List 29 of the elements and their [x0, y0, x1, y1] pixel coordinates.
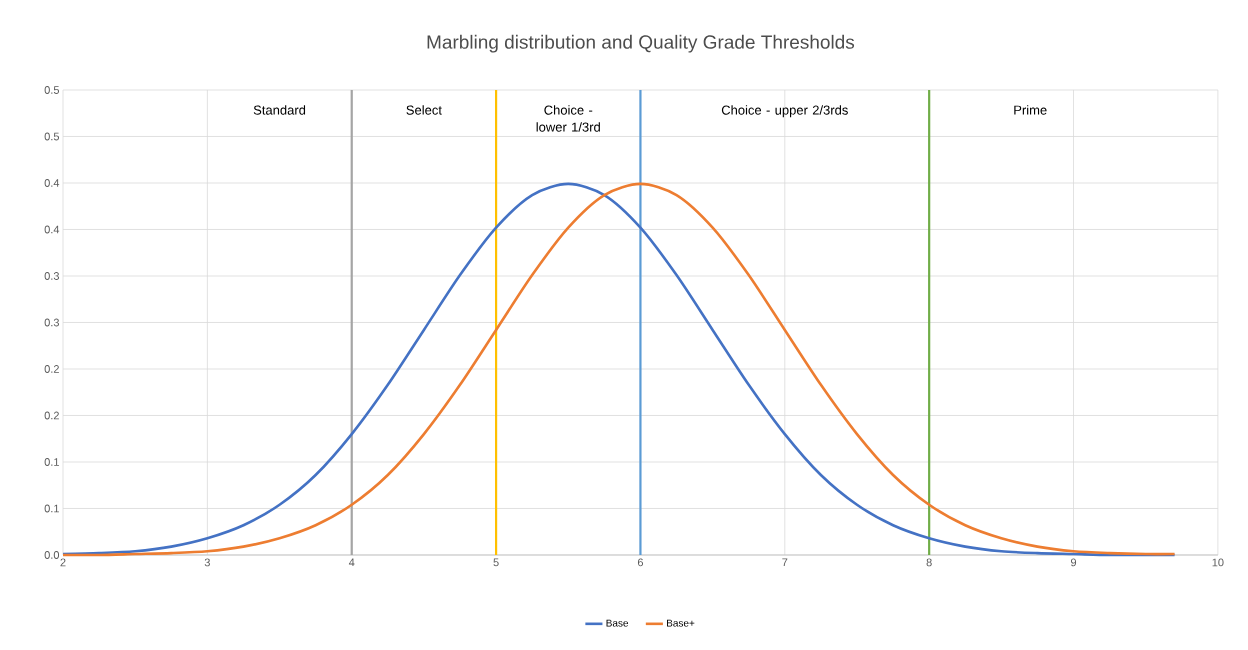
- y-tick-label: 0.4: [44, 225, 60, 234]
- x-tick-label: 9: [1070, 558, 1077, 567]
- y-tick-label: 0.1: [44, 458, 59, 466]
- y-tick-label: 0.0: [44, 551, 60, 559]
- x-tick-label: 6: [637, 558, 644, 567]
- y-tick-label: 0.2: [44, 411, 59, 420]
- y-tick-label: 0.3: [44, 318, 59, 327]
- annotation: Choice - upper 2/3rds: [721, 105, 848, 118]
- x-tick-label: 3: [204, 558, 210, 567]
- annotation: Select: [406, 105, 442, 115]
- x-tick-label: 8: [926, 558, 932, 567]
- y-tick-label: 0.5: [44, 86, 60, 94]
- y-tick-label: 0.4: [44, 179, 60, 187]
- annotation: Choice - lower 1/3rd: [536, 105, 600, 132]
- y-tick-label: 0.1: [44, 504, 59, 513]
- x-tick-label: 7: [782, 558, 788, 567]
- annotation: Prime: [1014, 105, 1047, 115]
- x-tick-label: 5: [493, 558, 499, 567]
- y-tick-label: 0.5: [44, 132, 60, 141]
- legend-label: Base: [606, 619, 629, 627]
- line-series: [61, 182, 1176, 557]
- x-tick-label: 2: [60, 558, 66, 567]
- x-tick-label: 4: [348, 558, 355, 567]
- y-tick-label: 0.2: [44, 365, 59, 373]
- legend-label: Base+: [667, 619, 695, 627]
- chart-title: Marbling distribution and Quality Grade Thresholds: [427, 34, 855, 53]
- y-tick-label: 0.3: [44, 272, 59, 280]
- x-tick-label: 10: [1212, 558, 1224, 567]
- annotation: Standard: [253, 105, 306, 115]
